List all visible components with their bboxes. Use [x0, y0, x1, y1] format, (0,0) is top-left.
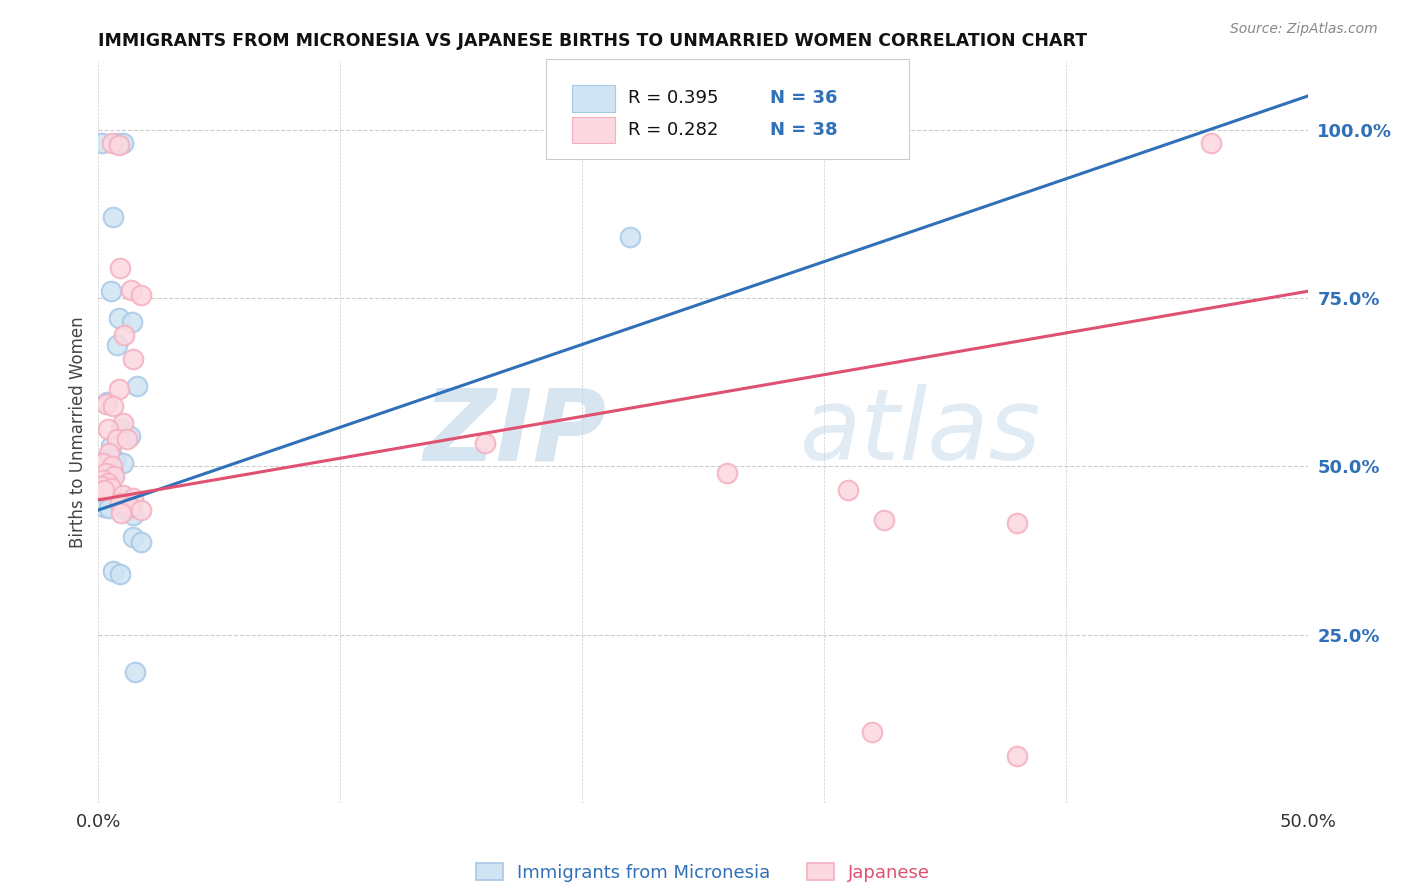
Point	[124, 665, 146, 679]
Point	[91, 456, 114, 470]
Point	[1007, 748, 1029, 763]
FancyBboxPatch shape	[572, 117, 614, 144]
Point	[873, 513, 896, 527]
Point	[112, 328, 135, 343]
Point	[129, 287, 152, 301]
Point	[100, 481, 122, 495]
Point	[96, 474, 118, 488]
Point	[94, 397, 117, 411]
Point	[98, 501, 121, 516]
Text: R = 0.395: R = 0.395	[628, 89, 718, 108]
Point	[716, 466, 738, 480]
Point	[100, 285, 122, 299]
Point	[108, 496, 131, 510]
Point	[93, 483, 115, 497]
Point	[108, 137, 131, 152]
Y-axis label: Births to Unmarried Women: Births to Unmarried Women	[69, 317, 87, 549]
Point	[129, 534, 152, 549]
Point	[91, 473, 114, 487]
Text: N = 38: N = 38	[769, 121, 837, 139]
Point	[120, 283, 142, 297]
Point	[101, 399, 124, 413]
Legend: Immigrants from Micronesia, Japanese: Immigrants from Micronesia, Japanese	[468, 856, 938, 889]
Text: Source: ZipAtlas.com: Source: ZipAtlas.com	[1230, 22, 1378, 37]
Point	[94, 452, 117, 467]
Point	[108, 311, 131, 326]
Point	[98, 446, 121, 460]
Point	[111, 416, 134, 430]
Point	[1007, 516, 1029, 531]
Point	[100, 439, 122, 453]
Text: ZIP: ZIP	[423, 384, 606, 481]
Point	[108, 382, 131, 396]
Point	[104, 452, 127, 467]
Point	[122, 491, 145, 505]
Point	[91, 136, 114, 151]
Point	[101, 564, 124, 578]
FancyBboxPatch shape	[546, 59, 908, 159]
Point	[111, 456, 134, 470]
Point	[91, 479, 114, 493]
Point	[101, 494, 124, 508]
Point	[619, 230, 641, 244]
Point	[91, 473, 114, 487]
Point	[98, 491, 121, 505]
Text: N = 36: N = 36	[769, 89, 837, 108]
Point	[94, 487, 117, 501]
Point	[100, 136, 122, 151]
Point	[129, 503, 152, 517]
Point	[860, 725, 883, 739]
Point	[103, 469, 125, 483]
Point	[111, 136, 134, 151]
Point	[474, 435, 496, 450]
Point	[91, 486, 114, 500]
Text: IMMIGRANTS FROM MICRONESIA VS JAPANESE BIRTHS TO UNMARRIED WOMEN CORRELATION CHA: IMMIGRANTS FROM MICRONESIA VS JAPANESE B…	[98, 32, 1088, 50]
Point	[105, 433, 128, 447]
FancyBboxPatch shape	[572, 85, 614, 112]
Point	[93, 479, 115, 493]
Point	[122, 530, 145, 544]
Point	[121, 315, 143, 329]
Point	[100, 483, 122, 497]
Point	[108, 260, 131, 275]
Point	[97, 422, 120, 436]
Point	[105, 338, 128, 352]
Point	[122, 508, 145, 522]
Point	[122, 351, 145, 366]
Point	[97, 476, 120, 491]
Point	[107, 136, 129, 151]
Point	[127, 378, 149, 392]
Point	[118, 429, 141, 443]
Point	[110, 507, 132, 521]
Point	[97, 466, 120, 480]
Point	[96, 395, 118, 409]
Point	[94, 466, 117, 480]
Point	[100, 459, 122, 474]
Point	[110, 422, 132, 436]
Point	[837, 483, 859, 497]
Text: atlas: atlas	[800, 384, 1042, 481]
Point	[118, 500, 141, 514]
Point	[108, 566, 131, 581]
Text: R = 0.282: R = 0.282	[628, 121, 718, 139]
Point	[111, 487, 134, 501]
Point	[101, 466, 124, 480]
Point	[1199, 136, 1222, 151]
Point	[117, 433, 139, 447]
Point	[101, 211, 124, 225]
Point	[93, 500, 115, 514]
Point	[115, 503, 138, 517]
